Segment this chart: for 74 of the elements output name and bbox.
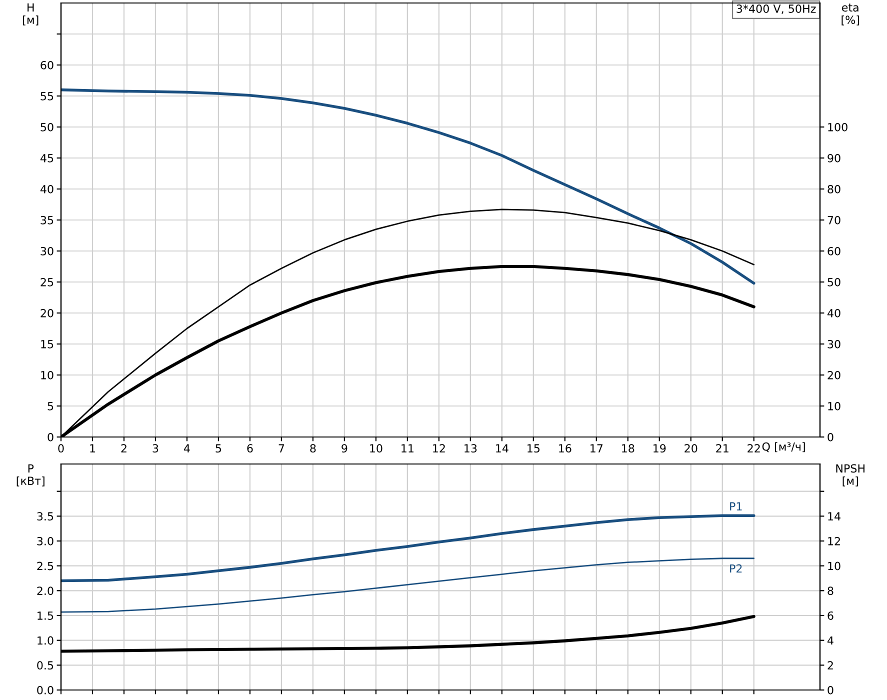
line-series bbox=[61, 88, 756, 285]
x-tick-label: 0 bbox=[58, 444, 64, 453]
x-tick-label: 15 bbox=[528, 444, 540, 453]
y-tick-label: 2.5 bbox=[37, 562, 54, 570]
y-tick-label: 5 bbox=[48, 402, 54, 410]
y-tick-label: 50 bbox=[40, 122, 54, 132]
y2-tick-label: 30 bbox=[828, 340, 840, 348]
y2-tick-label: 0 bbox=[828, 432, 834, 442]
x-tick-label: 5 bbox=[216, 444, 222, 453]
x-tick-label: 4 bbox=[184, 444, 190, 452]
y-axis-title: H [м] bbox=[23, 3, 38, 26]
x-tick-label: 19 bbox=[654, 444, 666, 453]
y2-tick-label: 12 bbox=[828, 536, 840, 546]
series-label: P1 bbox=[730, 502, 742, 510]
annotation: 3*400 V, 50Hz bbox=[736, 4, 816, 14]
y2-tick-label: 10 bbox=[828, 562, 840, 570]
y2-tick-label: 6 bbox=[828, 611, 834, 620]
y-tick-label: 3.0 bbox=[37, 536, 54, 546]
y2-tick-label: 20 bbox=[828, 370, 840, 380]
y2-tick-label: 4 bbox=[827, 636, 834, 645]
line-series bbox=[61, 558, 755, 613]
y2-axis-title: eta [%] bbox=[842, 4, 860, 26]
y-tick-label: 0.5 bbox=[37, 661, 54, 670]
x-tick-label: 20 bbox=[684, 444, 698, 453]
y-tick-label: 60 bbox=[40, 60, 54, 70]
y-tick-label: 1.0 bbox=[38, 636, 54, 645]
y-tick-label: 55 bbox=[40, 92, 54, 100]
x-tick-label: 2 bbox=[121, 444, 126, 452]
y2-tick-label: 50 bbox=[828, 278, 840, 286]
y-tick-label: 3.5 bbox=[37, 512, 54, 521]
x-tick-label: 7 bbox=[278, 444, 284, 452]
y2-tick-label: 8 bbox=[828, 586, 834, 596]
y-tick-label: 0.0 bbox=[37, 686, 54, 694]
x-tick-label: 16 bbox=[559, 444, 572, 453]
y2-tick-label: 14 bbox=[828, 512, 840, 520]
y-tick-label: 30 bbox=[40, 246, 54, 256]
x-tick-label: 17 bbox=[590, 444, 603, 452]
x-tick-label: 13 bbox=[464, 444, 477, 453]
x-tick-label: 18 bbox=[622, 444, 634, 453]
y-axis-title: P [кВт] bbox=[16, 464, 44, 486]
y2-tick-label: 0 bbox=[828, 686, 834, 694]
y-tick-label: 1.5 bbox=[38, 612, 54, 620]
y-tick-label: 25 bbox=[40, 278, 54, 286]
x-tick-label: 11 bbox=[402, 444, 414, 452]
x-tick-label: 3 bbox=[152, 444, 158, 453]
y-tick-label: 20 bbox=[40, 308, 54, 318]
x-tick-label: 6 bbox=[247, 444, 253, 453]
y-tick-label: 15 bbox=[41, 340, 54, 348]
x-axis-title: Q [м³/ч] bbox=[762, 442, 805, 452]
x-tick-label: 22 bbox=[748, 444, 760, 452]
x-tick-label: 8 bbox=[310, 444, 316, 453]
y2-tick-label: 2 bbox=[828, 661, 833, 670]
y2-axis-title: NPSH [м] bbox=[836, 464, 864, 486]
y2-tick-label: 80 bbox=[828, 184, 840, 194]
y2-tick-label: 40 bbox=[827, 308, 840, 318]
y-tick-label: 0 bbox=[48, 432, 54, 442]
line-series bbox=[61, 514, 756, 582]
x-tick-label: 21 bbox=[716, 444, 728, 452]
y-tick-label: 45 bbox=[40, 154, 54, 162]
y2-tick-label: 90 bbox=[828, 154, 840, 162]
y-tick-label: 35 bbox=[40, 216, 54, 224]
y2-tick-label: 70 bbox=[828, 216, 840, 224]
x-tick-label: 1 bbox=[90, 444, 95, 452]
x-tick-label: 12 bbox=[433, 444, 445, 452]
y2-tick-label: 100 bbox=[828, 122, 848, 132]
series-label: P2 bbox=[730, 564, 742, 573]
x-tick-label: 10 bbox=[370, 444, 382, 453]
x-tick-label: 9 bbox=[342, 444, 348, 453]
y-tick-label: 40 bbox=[40, 184, 54, 194]
x-tick-label: 14 bbox=[496, 444, 508, 452]
y2-tick-label: 60 bbox=[828, 246, 840, 256]
y2-tick-label: 10 bbox=[828, 402, 840, 410]
y-tick-label: 10 bbox=[41, 370, 54, 380]
y-tick-label: 2.0 bbox=[37, 586, 54, 596]
